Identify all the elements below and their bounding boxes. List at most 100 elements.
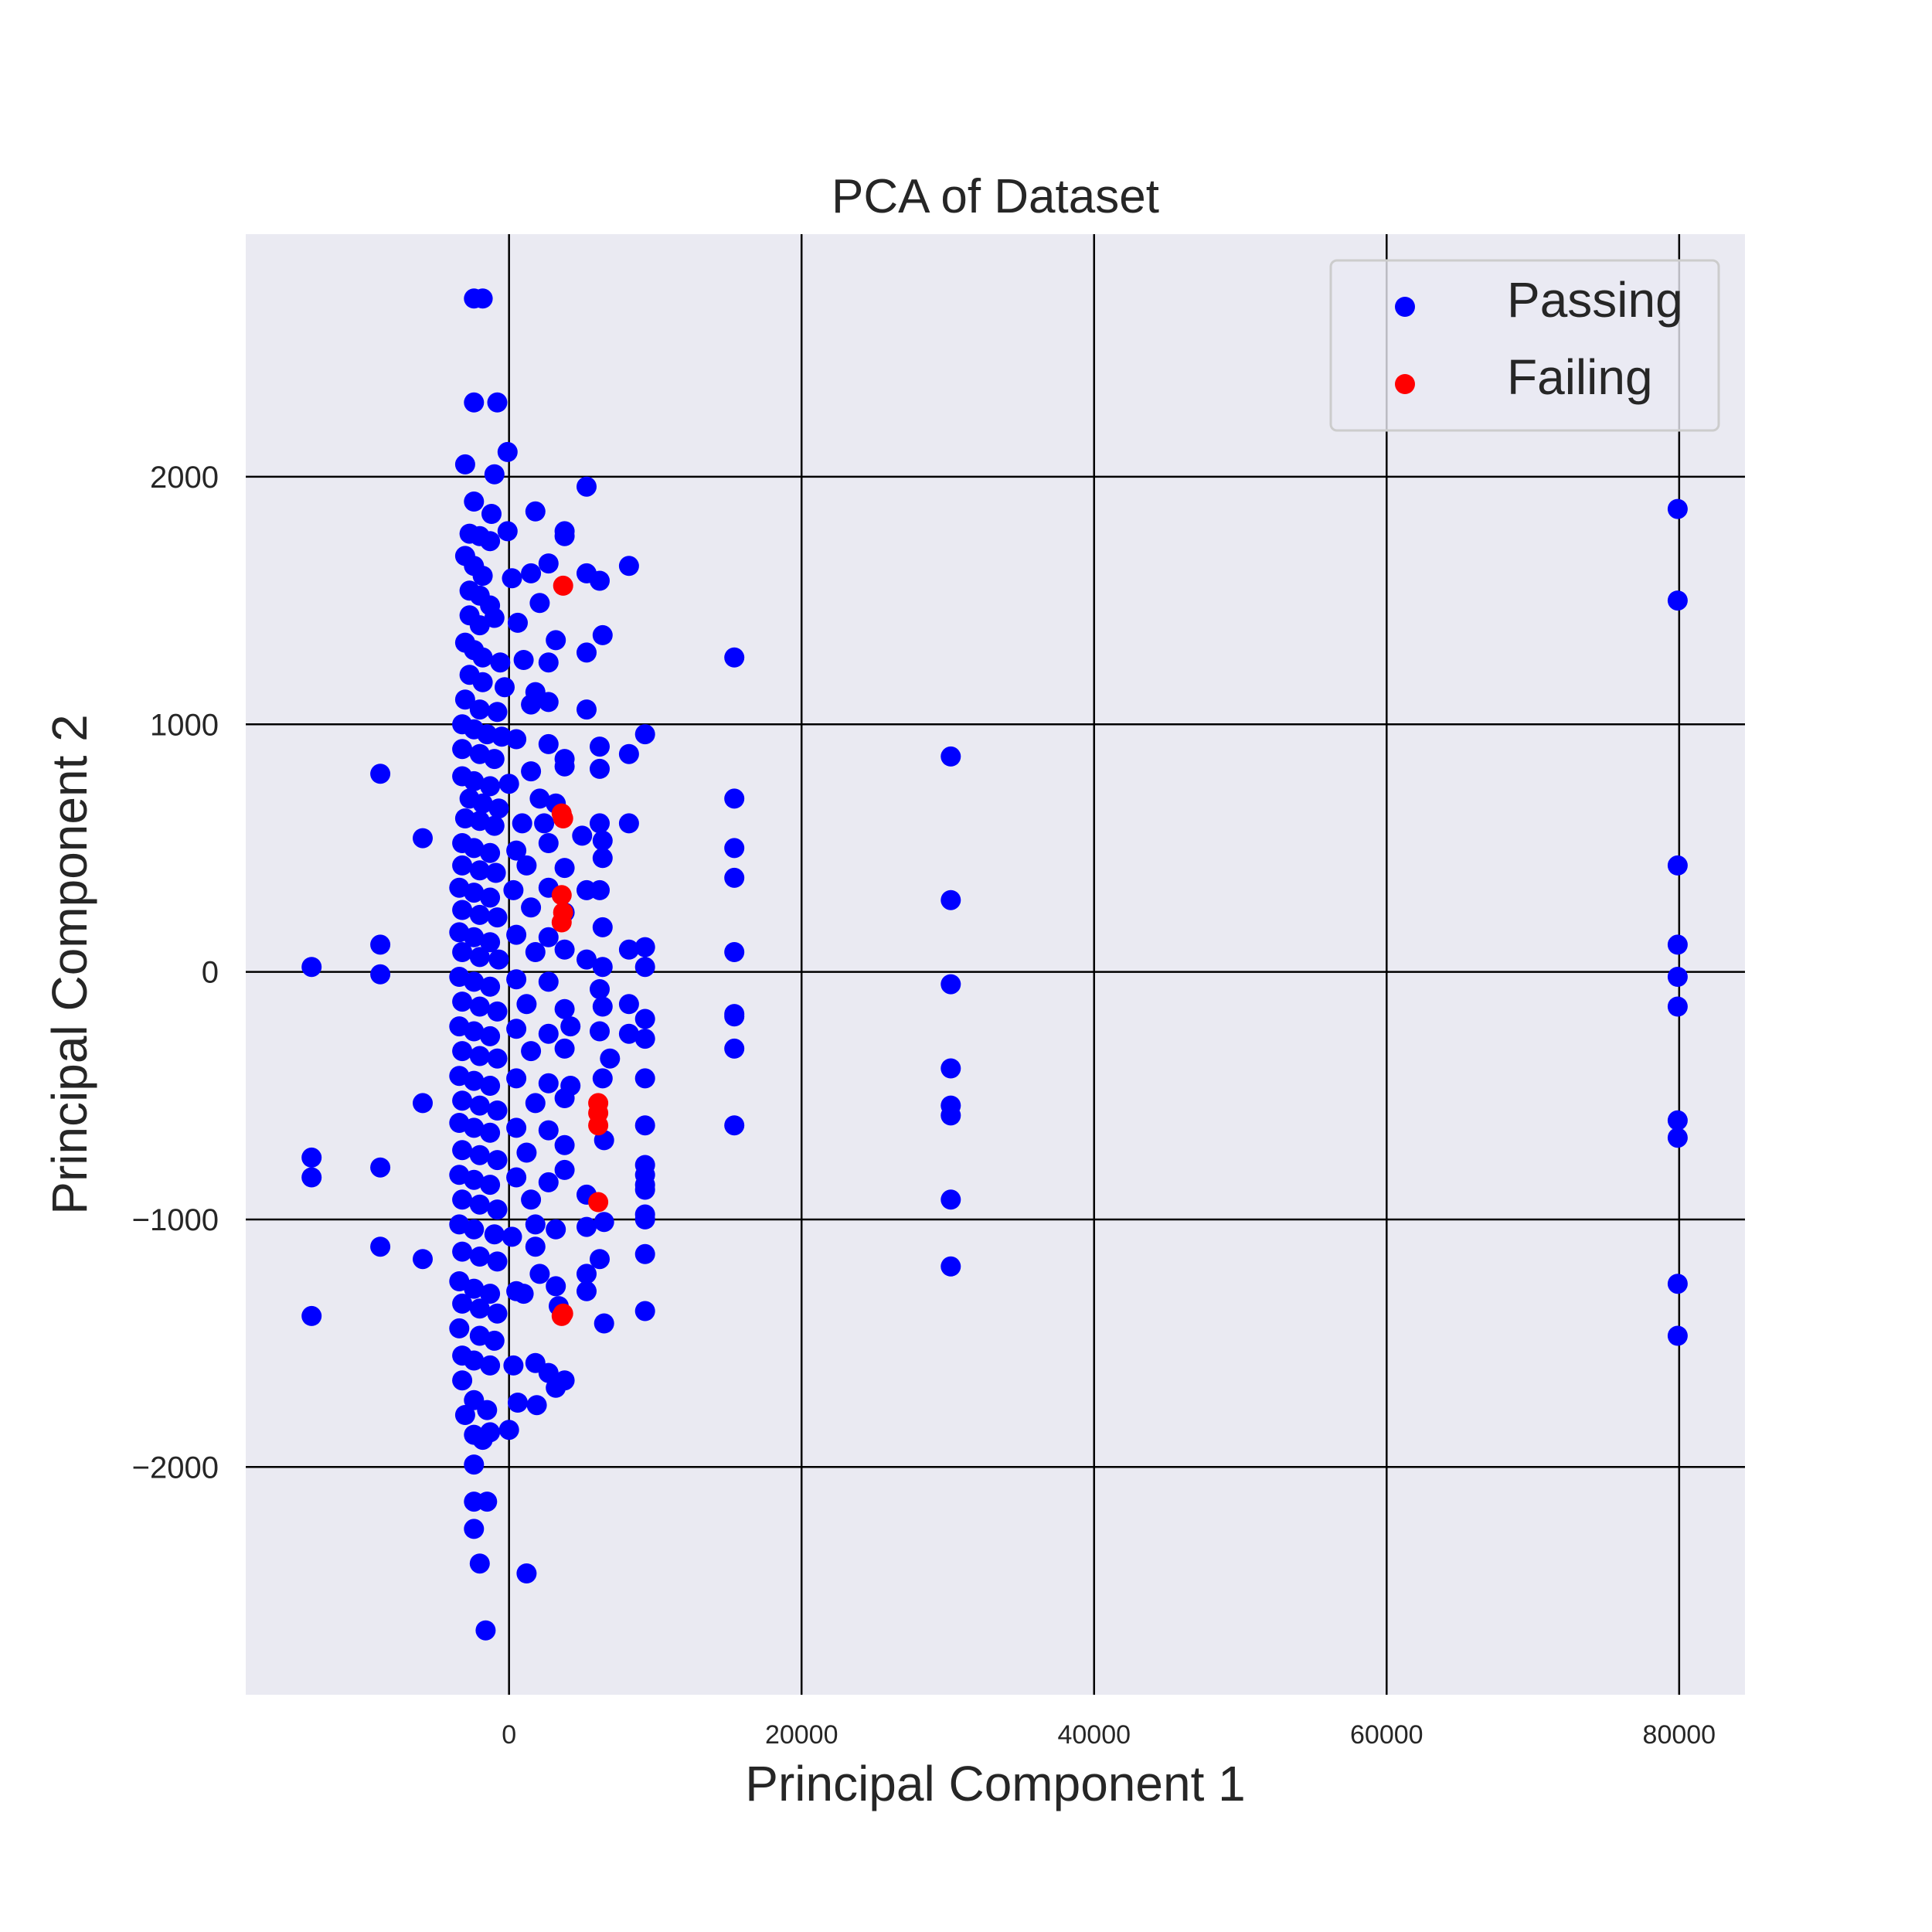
data-point-passing bbox=[554, 858, 575, 879]
data-point-passing bbox=[577, 1216, 597, 1237]
data-point-passing bbox=[484, 1330, 505, 1351]
x-axis-label: Principal Component 1 bbox=[745, 1756, 1245, 1811]
data-point-failing bbox=[551, 1305, 572, 1326]
data-point-passing bbox=[480, 887, 501, 908]
data-point-passing bbox=[1667, 1274, 1688, 1294]
data-point-passing bbox=[521, 897, 542, 918]
data-point-passing bbox=[572, 825, 593, 846]
data-point-passing bbox=[521, 694, 542, 715]
data-point-passing bbox=[525, 1236, 546, 1257]
data-point-passing bbox=[506, 969, 527, 990]
data-point-passing bbox=[502, 568, 522, 589]
data-point-passing bbox=[472, 288, 493, 309]
data-point-passing bbox=[484, 464, 505, 485]
data-point-passing bbox=[452, 1370, 473, 1391]
data-point-passing bbox=[724, 867, 745, 888]
data-point-passing bbox=[490, 652, 511, 673]
data-point-passing bbox=[529, 1264, 550, 1284]
data-point-passing bbox=[480, 1284, 501, 1304]
data-point-passing bbox=[521, 1041, 542, 1062]
data-point-passing bbox=[452, 942, 473, 962]
data-point-passing bbox=[538, 652, 559, 673]
data-point-passing bbox=[940, 1058, 961, 1079]
data-point-passing bbox=[301, 1167, 322, 1188]
data-point-passing bbox=[724, 1038, 745, 1059]
data-point-passing bbox=[1667, 498, 1688, 519]
data-point-passing bbox=[452, 1140, 473, 1161]
data-point-passing bbox=[464, 927, 485, 947]
data-point-passing bbox=[724, 1115, 745, 1136]
data-point-passing bbox=[724, 1006, 745, 1027]
data-point-passing bbox=[577, 699, 597, 720]
data-point-passing bbox=[592, 848, 613, 869]
data-point-passing bbox=[538, 1362, 559, 1383]
legend-label-failing: Failing bbox=[1507, 349, 1653, 405]
data-point-passing bbox=[554, 1038, 575, 1059]
data-point-passing bbox=[472, 647, 493, 668]
data-point-passing bbox=[506, 840, 527, 861]
data-point-passing bbox=[560, 1016, 581, 1037]
data-point-passing bbox=[488, 949, 509, 970]
data-point-passing bbox=[454, 689, 475, 710]
grid-lines bbox=[246, 234, 1745, 1695]
y-tick-label: 2000 bbox=[150, 461, 219, 495]
data-point-passing bbox=[475, 1620, 496, 1641]
data-point-passing bbox=[634, 1243, 655, 1264]
y-tick-label: −1000 bbox=[132, 1203, 219, 1237]
data-point-passing bbox=[513, 1284, 534, 1304]
data-point-passing bbox=[634, 724, 655, 745]
data-point-passing bbox=[370, 764, 391, 784]
data-point-passing bbox=[464, 1070, 485, 1091]
data-point-passing bbox=[538, 733, 559, 754]
data-point-passing bbox=[618, 939, 639, 960]
data-point-passing bbox=[498, 1420, 519, 1440]
plot-background bbox=[246, 234, 1745, 1695]
data-point-passing bbox=[480, 776, 501, 797]
data-point-passing bbox=[464, 1021, 485, 1042]
data-point-passing bbox=[554, 1088, 575, 1108]
data-point-passing bbox=[480, 1175, 501, 1196]
data-point-passing bbox=[634, 1009, 655, 1029]
data-point-failing bbox=[588, 1115, 609, 1136]
data-point-passing bbox=[554, 756, 575, 777]
data-point-passing bbox=[464, 770, 485, 791]
data-point-passing bbox=[495, 677, 515, 698]
data-point-passing bbox=[481, 504, 502, 524]
data-point-passing bbox=[508, 612, 528, 633]
y-tick-label: −2000 bbox=[132, 1451, 219, 1485]
x-tick-label: 80000 bbox=[1643, 1720, 1716, 1750]
data-point-passing bbox=[469, 860, 490, 881]
data-point-passing bbox=[516, 1563, 537, 1583]
data-point-passing bbox=[577, 1264, 597, 1284]
data-point-passing bbox=[452, 900, 473, 920]
data-point-passing bbox=[940, 889, 961, 910]
data-point-passing bbox=[413, 1249, 433, 1270]
data-point-passing bbox=[464, 883, 485, 903]
data-point-passing bbox=[464, 1350, 485, 1371]
data-point-passing bbox=[370, 934, 391, 955]
data-point-passing bbox=[452, 1241, 473, 1262]
data-point-passing bbox=[526, 1395, 547, 1416]
data-point-passing bbox=[538, 833, 559, 853]
data-point-passing bbox=[487, 907, 508, 928]
data-point-passing bbox=[618, 813, 639, 834]
data-point-passing bbox=[452, 739, 473, 760]
data-point-passing bbox=[498, 774, 519, 794]
data-point-passing bbox=[452, 1189, 473, 1210]
data-point-passing bbox=[477, 1492, 498, 1512]
data-point-passing bbox=[724, 942, 745, 962]
data-point-passing bbox=[577, 1281, 597, 1301]
data-point-passing bbox=[469, 947, 490, 968]
y-axis-label: Principal Component 2 bbox=[42, 714, 97, 1214]
data-point-passing bbox=[472, 566, 493, 587]
data-point-passing bbox=[469, 699, 490, 720]
data-point-passing bbox=[472, 793, 493, 814]
data-point-passing bbox=[1667, 934, 1688, 955]
data-point-passing bbox=[618, 743, 639, 764]
data-point-passing bbox=[464, 1219, 485, 1240]
data-point-passing bbox=[634, 1301, 655, 1321]
data-point-passing bbox=[724, 647, 745, 668]
data-point-passing bbox=[538, 971, 559, 992]
chart-title: PCA of Dataset bbox=[832, 170, 1159, 223]
